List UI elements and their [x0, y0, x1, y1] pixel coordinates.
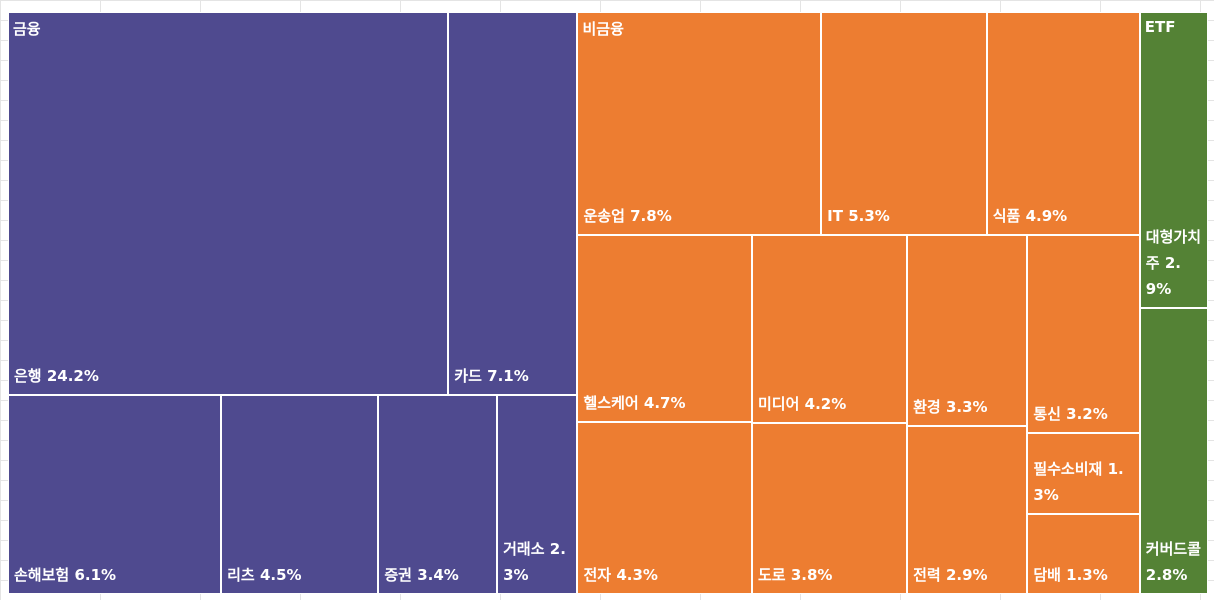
cell-label: 미디어 4.2% — [758, 391, 902, 417]
category-name: 리츠 — [227, 565, 255, 584]
value-label: 1.3% — [1066, 565, 1108, 584]
value-label: 4.3% — [616, 565, 658, 584]
treemap-cell: 헬스케어 4.7% — [577, 234, 752, 423]
cell-label: 필수소비재 1.3% — [1033, 456, 1134, 508]
value-label: 3.3% — [945, 398, 988, 417]
value-label: 4.7% — [643, 394, 686, 413]
treemap-cell: 커버드콜 2.8% — [1139, 308, 1208, 594]
treemap-cell: 환경 3.3% — [907, 234, 1028, 427]
cell-label: 전자 4.3% — [583, 562, 747, 588]
cell-label: 은행 24.2% — [14, 363, 443, 389]
treemap-cell: 거래소 2.3% — [497, 394, 578, 594]
treemap-cell: 식품 4.9% — [986, 12, 1140, 235]
category-name: 통신 — [1033, 405, 1061, 424]
category-name: 헬스케어 — [583, 394, 639, 413]
category-name: 식품 — [992, 206, 1021, 225]
cell-label: 대형가치주 2.9% — [1146, 224, 1203, 302]
category-name: 도로 — [758, 565, 786, 584]
cell-label: 카드 7.1% — [454, 363, 572, 389]
category-name: 미디어 — [758, 395, 800, 414]
category-name: 손해보험 — [14, 565, 70, 584]
value-label: 1.3% — [1033, 459, 1124, 504]
category-name: 카드 — [454, 366, 482, 385]
cell-label: 전력 2.9% — [913, 562, 1022, 588]
treemap-cell: 도로 3.8% — [752, 423, 908, 594]
treemap-cell: 전자 4.3% — [577, 422, 752, 594]
treemap-cell: 손해보험 6.1% — [8, 394, 222, 594]
group-label: 비금융 — [582, 20, 624, 38]
cell-label: 담배 1.3% — [1033, 562, 1134, 588]
treemap-cell: 증권 3.4% — [378, 394, 498, 594]
value-label: 2.8% — [1145, 565, 1188, 584]
cell-label: 환경 3.3% — [913, 394, 1022, 420]
category-name: 증권 — [384, 565, 412, 584]
category-name: 전력 — [913, 565, 941, 584]
treemap-cell: 카드 7.1% — [448, 12, 578, 395]
category-name: 은행 — [14, 366, 42, 385]
value-label: 4.2% — [804, 395, 847, 414]
value-label: 2.3% — [503, 539, 566, 584]
treemap-cell: 운송업 7.8% — [577, 12, 822, 235]
value-label: 5.3% — [848, 206, 890, 225]
value-label: 3.2% — [1066, 405, 1108, 424]
category-name: 필수소비재 — [1033, 459, 1103, 478]
cell-label: 커버드콜 2.8% — [1146, 536, 1203, 588]
cell-label: 손해보험 6.1% — [14, 562, 216, 588]
cell-label: 도로 3.8% — [758, 562, 902, 588]
category-name: 전자 — [583, 565, 612, 584]
group-label: 금융 — [13, 20, 41, 38]
treemap-cell: 전력 2.9% — [907, 426, 1028, 594]
value-label: 3.8% — [790, 565, 833, 584]
value-label: 7.8% — [630, 206, 672, 225]
category-name: 담배 — [1033, 565, 1061, 584]
treemap-cell: 미디어 4.2% — [752, 234, 908, 424]
category-name: 거래소 — [503, 539, 545, 558]
cell-label: 거래소 2.3% — [503, 536, 572, 588]
treemap-cell: 은행 24.2% — [8, 12, 449, 395]
category-name: 운송업 — [583, 206, 625, 225]
category-name: 커버드콜 — [1145, 539, 1201, 558]
value-label: 3.4% — [417, 565, 459, 584]
category-name: 대형가치주 — [1145, 228, 1201, 273]
group-label: ETF — [1144, 18, 1176, 36]
value-label: 4.5% — [259, 565, 302, 584]
cell-label: 헬스케어 4.7% — [583, 390, 747, 416]
value-label: 2.9% — [945, 565, 988, 584]
treemap-cell: 담배 1.3% — [1027, 513, 1140, 594]
treemap-cell: 리츠 4.5% — [221, 394, 379, 594]
cell-label: 식품 4.9% — [993, 203, 1135, 229]
value-label: 7.1% — [487, 366, 529, 385]
value-label: 24.2% — [46, 366, 99, 385]
cell-label: 통신 3.2% — [1033, 401, 1134, 427]
treemap-cell: 대형가치주 2.9% — [1139, 12, 1208, 309]
cell-label: 증권 3.4% — [384, 562, 492, 588]
treemap-cell: 통신 3.2% — [1027, 234, 1140, 434]
value-label: 2.9% — [1145, 254, 1181, 299]
value-label: 6.1% — [74, 565, 117, 584]
category-name: 환경 — [913, 398, 941, 417]
treemap-cell: 필수소비재 1.3% — [1027, 433, 1140, 514]
cell-label: 운송업 7.8% — [583, 203, 816, 229]
treemap-cell: IT 5.3% — [821, 12, 987, 235]
cell-label: 리츠 4.5% — [227, 562, 373, 588]
value-label: 4.9% — [1025, 206, 1068, 225]
category-name: IT — [827, 206, 843, 225]
cell-label: IT 5.3% — [827, 203, 982, 229]
